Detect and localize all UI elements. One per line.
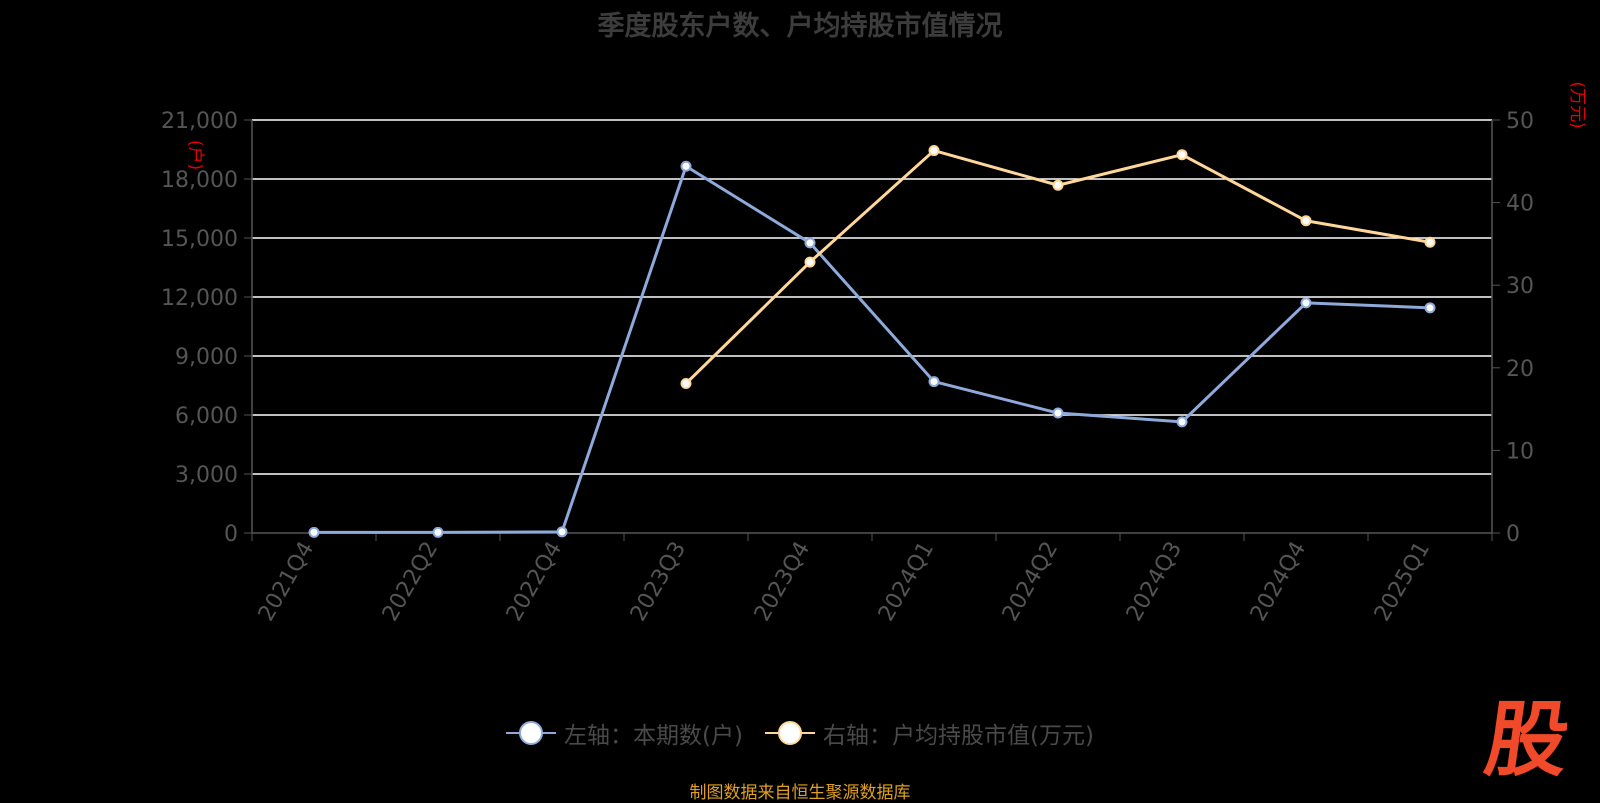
- right-tick-label: 40: [1506, 192, 1534, 217]
- series-point-0: [556, 526, 568, 538]
- series-point-0: [432, 526, 444, 538]
- legend-swatch-left-icon: [506, 721, 557, 745]
- series-point-1: [928, 145, 940, 157]
- series-point-0: [1176, 416, 1188, 428]
- series-point-0: [1424, 302, 1436, 314]
- source-note: 制图数据来自恒生聚源数据库: [689, 783, 911, 803]
- left-tick-label: 18,000: [161, 168, 238, 193]
- series-point-0: [308, 526, 320, 538]
- x-tick-label: 2021Q4: [254, 538, 319, 626]
- series-point-0: [804, 237, 816, 249]
- left-tick-label: 9,000: [175, 345, 238, 370]
- series-point-1: [680, 377, 692, 389]
- series-point-1: [804, 256, 816, 268]
- x-tick-label: 2022Q2: [378, 538, 443, 626]
- x-tick-label: 2024Q2: [998, 538, 1063, 626]
- left-tick-label: 12,000: [161, 286, 238, 311]
- right-tick-label: 20: [1506, 357, 1534, 382]
- series-point-0: [680, 160, 692, 172]
- right-tick-label: 50: [1506, 109, 1534, 134]
- left-tick-label: 21,000: [161, 109, 238, 134]
- x-tick-label: 2024Q4: [1246, 538, 1311, 626]
- series-point-0: [1300, 297, 1312, 309]
- left-tick-label: 3,000: [175, 463, 238, 488]
- legend-label-right-series: 右轴：户均持股市值(万元): [823, 723, 1094, 749]
- series-line-0: [314, 164, 1431, 534]
- x-tick-label: 2023Q4: [750, 538, 815, 626]
- right-axis-label: (万元): [1567, 81, 1587, 128]
- chart-title: 季度股东户数、户均持股市值情况: [597, 11, 1003, 42]
- legend-item-left-series[interactable]: 左轴：本期数(户): [506, 716, 743, 750]
- series-point-1: [1052, 179, 1064, 191]
- left-tick-label: 6,000: [175, 404, 238, 429]
- series-point-1: [1300, 215, 1312, 227]
- x-tick-label: 2024Q1: [874, 538, 939, 626]
- x-tick-label: 2022Q4: [502, 538, 567, 626]
- legend-label-left-series: 左轴：本期数(户): [564, 723, 743, 749]
- series-point-0: [928, 376, 940, 388]
- legend-swatch-right-icon: [765, 721, 815, 745]
- legend-item-right-series[interactable]: 右轴：户均持股市值(万元): [765, 716, 1094, 750]
- right-tick-label: 10: [1506, 439, 1534, 464]
- left-tick-label: 15,000: [161, 227, 238, 252]
- x-tick-label: 2024Q3: [1122, 538, 1187, 626]
- series-point-1: [1424, 236, 1436, 248]
- x-tick-label: 2025Q1: [1370, 538, 1435, 626]
- series-point-1: [1176, 149, 1188, 161]
- right-tick-label: 30: [1506, 274, 1534, 299]
- left-axis-label: (户): [185, 140, 205, 170]
- legend: 左轴：本期数(户) 右轴：户均持股市值(万元): [0, 716, 1600, 750]
- right-tick-label: 0: [1506, 522, 1520, 547]
- watermark-logo: 股: [1479, 693, 1575, 788]
- left-tick-label: 0: [224, 522, 238, 547]
- x-tick-label: 2023Q3: [626, 538, 691, 626]
- series-point-0: [1052, 407, 1064, 419]
